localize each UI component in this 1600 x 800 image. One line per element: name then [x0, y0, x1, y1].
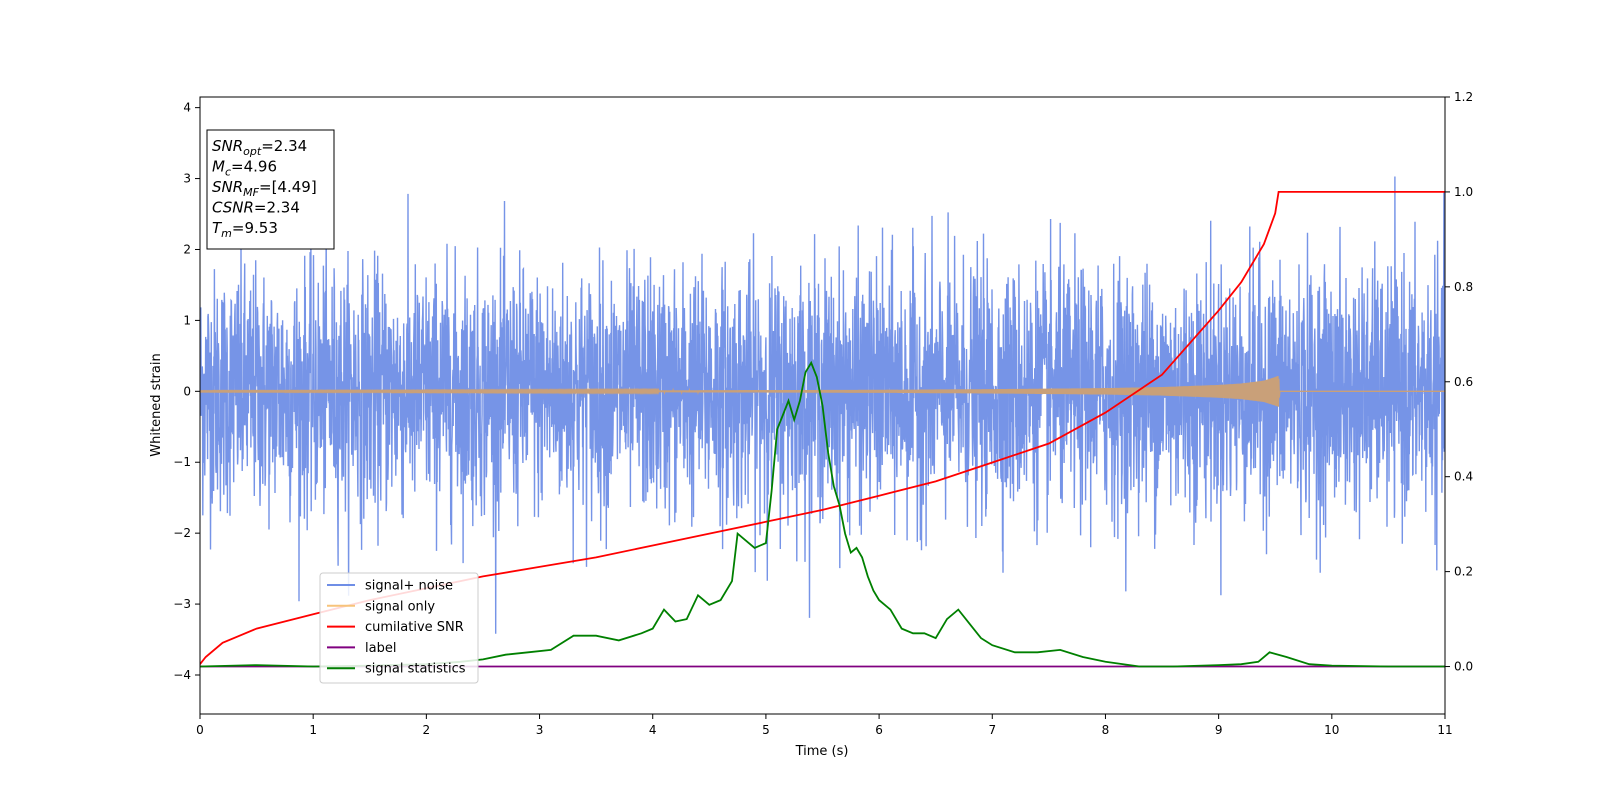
legend-label: signal only [365, 599, 435, 614]
axes-layer: 0 1 2 3 4 5 6 7 8 9 10 11 −4 −3 −2 −1 0 1 2 3 4 0.0 0.2 0.4 0.6 0… [173, 90, 1473, 737]
legend-label: signal+ noise [365, 579, 453, 594]
y2-tick-label: 0.6 [1454, 375, 1473, 389]
legend: signal+ noise signal only cumilative SNR la… [319, 572, 479, 684]
x-tick-label: 8 [1102, 723, 1110, 737]
x-tick-label: 3 [536, 723, 544, 737]
series-signal-statistics-line [200, 360, 1445, 668]
x-tick-label: 5 [762, 723, 770, 737]
y2-tick-label: 1.0 [1454, 185, 1473, 199]
y-tick-label: 4 [183, 101, 191, 115]
y-tick-label: 3 [183, 172, 191, 186]
x-tick-label: 11 [1437, 723, 1452, 737]
x-tick-label: 1 [309, 723, 317, 737]
legend-label: cumilative SNR [365, 620, 464, 635]
legend-frame [319, 572, 479, 684]
y2-tick-label: 0.2 [1454, 565, 1473, 579]
legend-label: signal statistics [365, 662, 466, 677]
y-tick-label: −3 [173, 597, 191, 611]
annotation-line: SNRopt=2.34 [212, 137, 307, 158]
y-tick-label: −1 [173, 455, 191, 469]
x-tick-label: 6 [875, 723, 883, 737]
x-axis-label: Time (s) [795, 744, 849, 759]
series-signal-only-line [200, 375, 1445, 407]
x-tick-label: 4 [649, 723, 657, 737]
y2-tick-label: 1.2 [1454, 90, 1473, 104]
plot-frame [199, 96, 1446, 715]
y-tick-label: 0 [183, 384, 191, 398]
annotation-line: Tm=9.53 [212, 219, 278, 240]
y-tick-label: −2 [173, 526, 191, 540]
y-tick-label: 2 [183, 242, 191, 256]
y-tick-label: 1 [183, 313, 191, 327]
annotation-line: Mc=4.96 [212, 158, 277, 179]
x-tick-label: 10 [1324, 723, 1339, 737]
x-tick-label: 9 [1215, 723, 1223, 737]
x-tick-label: 0 [196, 723, 204, 737]
x-tick-label: 2 [423, 723, 431, 737]
y-tick-label: −4 [173, 668, 191, 682]
annotation-line: CSNR=2.34 [212, 199, 300, 217]
y-axis-label: Whitened strain [149, 353, 164, 456]
legend-label: label [365, 641, 396, 656]
annotation-box-frame [206, 129, 335, 250]
x-tick-label: 7 [988, 723, 996, 737]
annotation-line: SNRMF=[4.49] [212, 178, 317, 199]
y2-tick-label: 0.0 [1454, 660, 1473, 674]
y2-tick-label: 0.4 [1454, 470, 1473, 484]
y2-tick-label: 0.8 [1454, 280, 1473, 294]
